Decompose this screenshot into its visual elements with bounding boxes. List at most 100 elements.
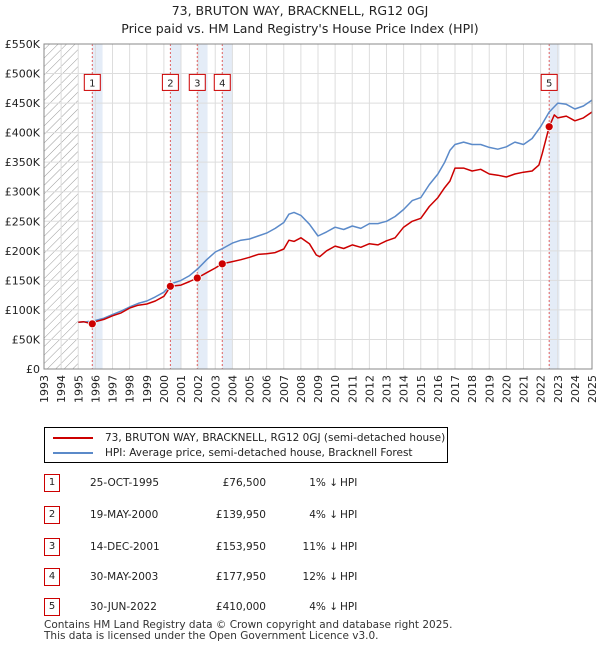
x-tick-label: 2007 xyxy=(278,375,291,403)
x-tick-label: 2003 xyxy=(209,375,222,403)
sale-marker-box xyxy=(83,73,101,91)
x-tick-label: 2018 xyxy=(466,375,479,403)
sale-highlight xyxy=(222,44,233,369)
x-tick-label: 2023 xyxy=(552,375,565,403)
sale-marker-label: 5 xyxy=(546,78,552,89)
sale-marker-label: 2 xyxy=(167,78,173,89)
sale-hpi-label: HPI xyxy=(340,601,358,613)
y-tick-label: £450K xyxy=(5,97,41,110)
title-line-2: Price paid vs. HM Land Registry's House … xyxy=(121,21,479,36)
sale-delta: 12% ↓ xyxy=(302,571,338,583)
sale-price: £139,950 xyxy=(215,509,266,521)
sale-row: 4 30-MAY-2003 £177,950 12% ↓ HPI xyxy=(0,568,600,588)
x-tick-label: 2008 xyxy=(295,375,308,403)
y-tick-label: £550K xyxy=(5,38,41,51)
sale-price: £76,500 xyxy=(222,477,266,489)
sale-marker-label: 1 xyxy=(89,78,95,89)
x-tick-label: 2022 xyxy=(535,375,548,403)
x-tick-label: 1993 xyxy=(38,375,51,403)
x-tick-label: 2012 xyxy=(363,375,376,403)
x-tick-label: 1994 xyxy=(55,375,68,403)
sale-date: 19-MAY-2000 xyxy=(90,509,159,521)
sale-marker-box xyxy=(540,73,558,91)
sale-price: £410,000 xyxy=(215,601,266,613)
footer-line-1: Contains HM Land Registry data © Crown c… xyxy=(44,619,453,631)
sale-marker-label: 4 xyxy=(219,78,225,89)
x-tick-label: 2015 xyxy=(415,375,428,403)
sale-marker-box xyxy=(161,73,179,91)
x-tick-label: 1996 xyxy=(89,375,102,403)
sale-badge: 5 xyxy=(44,598,60,616)
sale-highlight xyxy=(170,44,181,369)
x-tick-label: 2016 xyxy=(432,375,445,403)
sale-price: £177,950 xyxy=(215,571,266,583)
sale-hpi-label: HPI xyxy=(340,477,358,489)
y-tick-label: £300K xyxy=(5,186,41,199)
sale-badge: 1 xyxy=(44,474,60,492)
sale-highlight xyxy=(197,44,208,369)
sale-hpi-label: HPI xyxy=(340,541,358,553)
legend-label-hpi: HPI: Average price, semi-detached house,… xyxy=(105,447,413,459)
sale-delta: 11% ↓ xyxy=(302,541,338,553)
sale-delta: 4% ↓ xyxy=(309,601,338,613)
sale-badge: 4 xyxy=(44,568,60,586)
x-tick-label: 1995 xyxy=(72,375,85,403)
chart-title: 73, BRUTON WAY, BRACKNELL, RG12 0GJ Pric… xyxy=(0,2,600,38)
legend-label-property: 73, BRUTON WAY, BRACKNELL, RG12 0GJ (sem… xyxy=(105,432,446,444)
y-tick-label: £250K xyxy=(5,215,41,228)
x-tick-label: 2001 xyxy=(175,375,188,403)
x-tick-label: 2024 xyxy=(569,375,582,403)
y-tick-label: £0 xyxy=(26,363,40,376)
sale-row: 3 14-DEC-2001 £153,950 11% ↓ HPI xyxy=(0,538,600,558)
x-tick-label: 2021 xyxy=(518,375,531,403)
footer: Contains HM Land Registry data © Crown c… xyxy=(44,620,452,642)
series-line-hpi xyxy=(78,99,593,324)
price-chart: 1 2 3 4 5 £0 £50K £100K £150K £200K £250K £300K £350… xyxy=(5,38,599,403)
sale-row: 5 30-JUN-2022 £410,000 4% ↓ HPI xyxy=(0,598,600,618)
sale-marker-box xyxy=(213,73,231,91)
legend-item-hpi: HPI: Average price, semi-detached house,… xyxy=(53,445,413,461)
sale-row: 1 25-OCT-1995 £76,500 1% ↓ HPI xyxy=(0,474,600,494)
sale-delta: 1% ↓ xyxy=(309,477,338,489)
sale-date: 25-OCT-1995 xyxy=(90,477,159,489)
y-tick-label: £400K xyxy=(5,127,41,140)
footer-line-2: This data is licensed under the Open Gov… xyxy=(44,630,379,642)
x-tick-label: 2006 xyxy=(261,375,274,403)
plot-frame xyxy=(43,43,593,370)
sale-price: £153,950 xyxy=(215,541,266,553)
x-tick-label: 2010 xyxy=(329,375,342,403)
x-tick-label: 2002 xyxy=(192,375,205,403)
x-tick-label: 1997 xyxy=(107,375,120,403)
x-tick-label: 2005 xyxy=(244,375,257,403)
sale-badge: 2 xyxy=(44,506,60,524)
legend-item-property: 73, BRUTON WAY, BRACKNELL, RG12 0GJ (sem… xyxy=(53,430,445,446)
title-line-1: 73, BRUTON WAY, BRACKNELL, RG12 0GJ xyxy=(171,3,429,18)
x-tick-label: 2011 xyxy=(346,375,359,403)
sale-date: 30-JUN-2022 xyxy=(90,601,157,613)
y-tick-label: £350K xyxy=(5,156,41,169)
sale-point xyxy=(165,281,175,291)
sale-hpi-label: HPI xyxy=(340,571,358,583)
x-tick-label: 2020 xyxy=(500,375,513,403)
x-tick-label: 2004 xyxy=(226,375,239,403)
sale-highlight xyxy=(549,44,560,369)
sale-highlight xyxy=(92,44,103,369)
x-tick-label: 1999 xyxy=(141,375,154,403)
sale-point xyxy=(217,259,227,269)
x-tick-label: 2013 xyxy=(381,375,394,403)
x-tick-label: 2017 xyxy=(449,375,462,403)
legend-swatch-property xyxy=(53,437,93,439)
sale-point xyxy=(192,273,202,283)
sale-date: 14-DEC-2001 xyxy=(90,541,160,553)
sale-point xyxy=(544,122,554,132)
y-tick-label: £500K xyxy=(5,68,41,81)
sale-marker-box xyxy=(188,73,206,91)
sale-marker-label: 3 xyxy=(194,78,200,89)
x-tick-label: 1998 xyxy=(124,375,137,403)
sale-row: 2 19-MAY-2000 £139,950 4% ↓ HPI xyxy=(0,506,600,526)
y-tick-label: £100K xyxy=(5,304,41,317)
sale-point xyxy=(87,319,97,329)
x-tick-label: 2014 xyxy=(398,375,411,403)
series-line-property xyxy=(78,111,593,325)
x-tick-label: 2025 xyxy=(586,375,599,403)
